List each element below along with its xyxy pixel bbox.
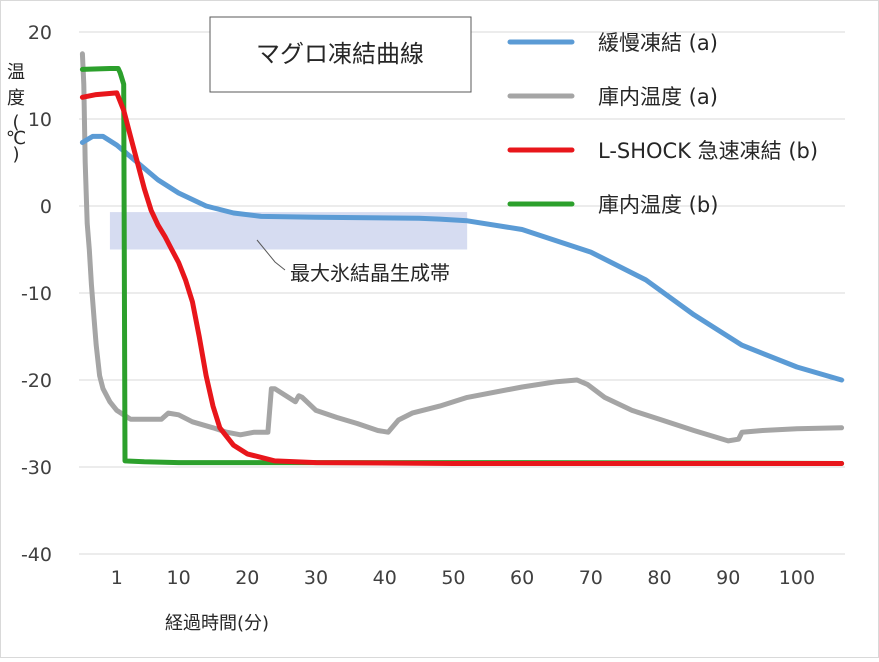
y-tick-label: 0 [40,196,52,218]
chart-title: マグロ凍結曲線 [256,40,424,68]
series-line [79,90,845,466]
x-tick-label: 90 [716,567,740,589]
y-axis-label-char: 温 [7,62,25,83]
annotation: 最大氷結晶生成帯 [256,239,450,285]
title-box [209,16,472,93]
y-tick-label: -10 [21,283,52,305]
y-tick-label: 20 [28,22,52,44]
legend-entry-label: 緩慢凍結 (a) [598,31,718,55]
y-axis-label-char: ( [12,112,19,133]
legend-entry-label: L-SHOCK 急速凍結 (b) [598,139,818,163]
y-axis-label-char: 度 [7,88,25,109]
annotation-leader-line [256,239,286,271]
x-tick-label: 70 [579,567,603,589]
y-axis-label: 温度 (℃) [6,62,26,165]
y-axis-label-char: ) [12,144,19,165]
chart-title-group: マグロ凍結曲線 [209,16,472,93]
y-axis-label-char: ℃ [6,128,26,149]
x-tick-label: 20 [235,567,259,589]
y-tick-label: -30 [21,457,52,479]
legend-entry-label: 庫内温度 (b) [598,193,718,217]
x-tick-label: 10 [167,567,191,589]
y-tick-label: -20 [21,370,52,392]
annotation-label: 最大氷結晶生成帯 [290,261,450,285]
x-tick-label: 50 [441,567,465,589]
x-tick-label: 60 [510,567,534,589]
x-tick-label: 100 [779,567,815,589]
legend: 緩慢凍結 (a) 庫内温度 (a) L-SHOCK 急速凍結 (b) 庫内温度 (b) [507,31,818,217]
y-tick-label: -40 [21,544,52,566]
x-axis-label: 経過時間(分) [165,613,269,634]
x-tick-label: 80 [647,567,671,589]
x-tick-label: 1 [111,567,123,589]
y-tick-label: 10 [28,109,52,131]
legend-entry-label: 庫内温度 (a) [598,85,718,109]
x-tick-label: 30 [304,567,328,589]
x-tick-label: 40 [373,567,397,589]
series-line [79,51,845,444]
series-lines [79,51,845,466]
